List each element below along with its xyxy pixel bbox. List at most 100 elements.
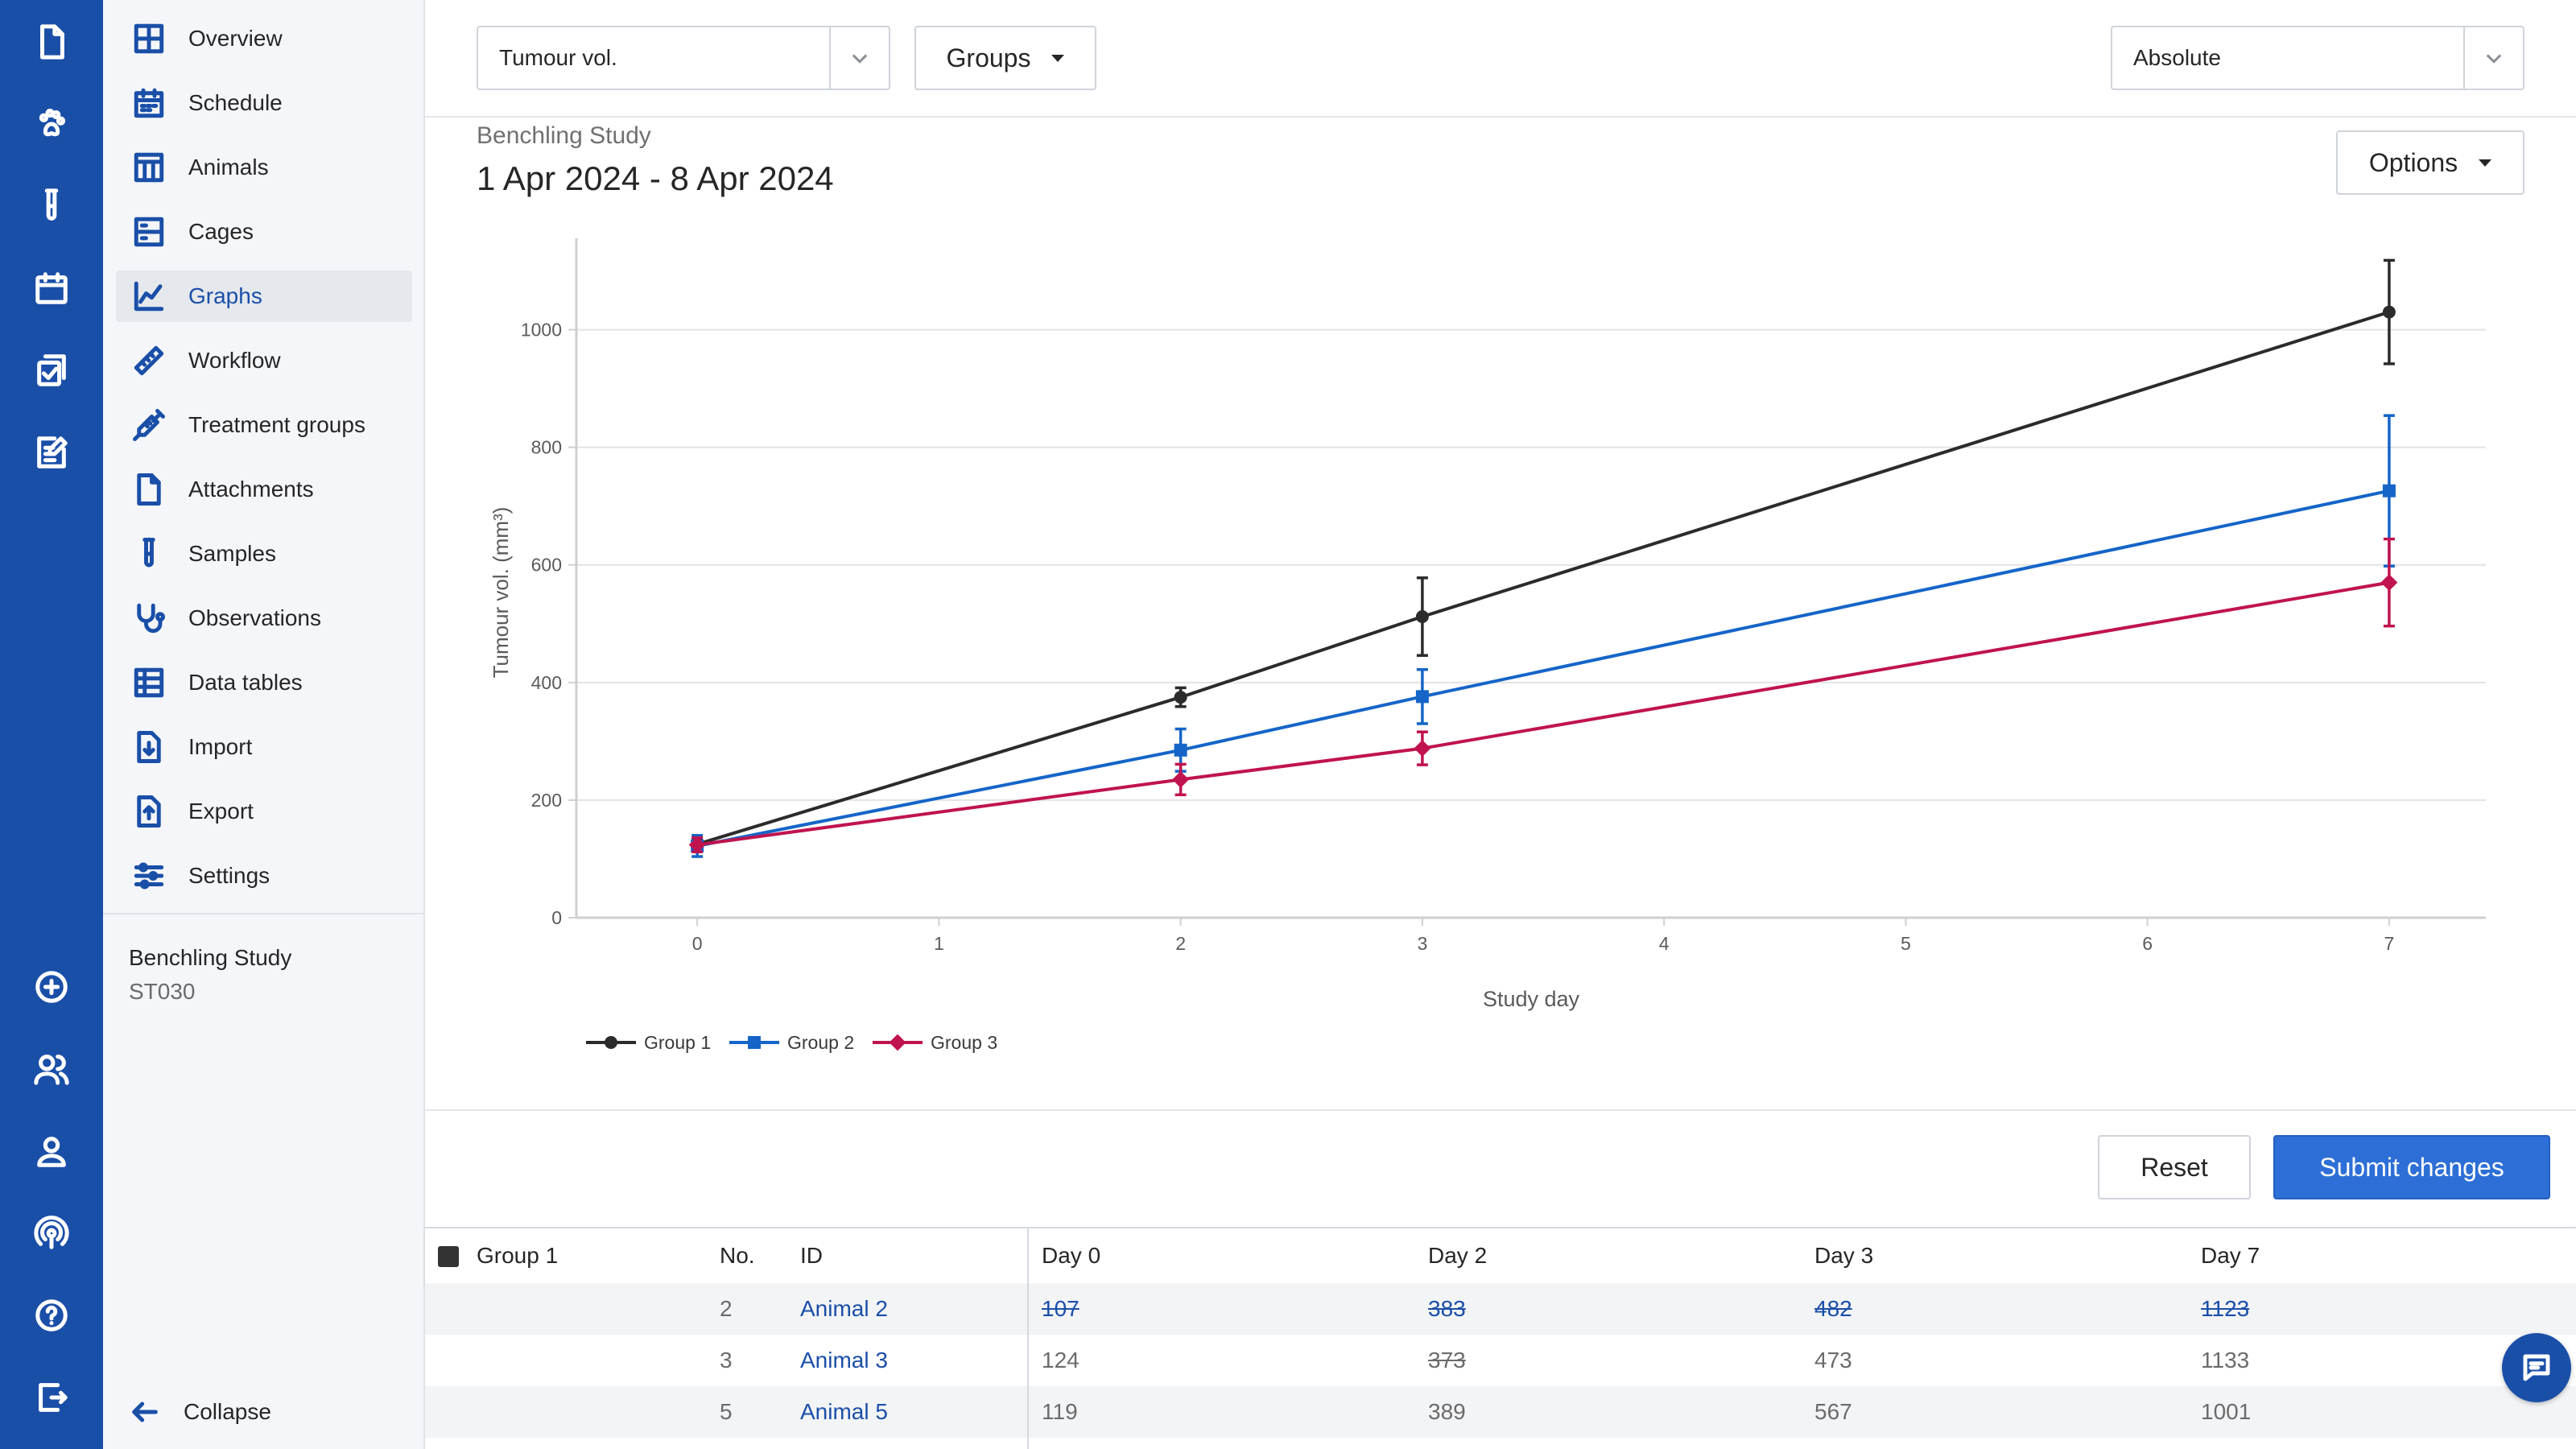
sidebar-item-workflow[interactable]: Workflow: [116, 335, 514, 386]
data-point: [2382, 305, 2396, 319]
y-tick-label: 600: [531, 555, 562, 576]
sidebar-item-schedule[interactable]: Schedule: [116, 77, 514, 129]
sidebar-item-treatment-groups[interactable]: Treatment groups: [116, 399, 514, 451]
measurement-cell[interactable]: 1123: [2201, 1296, 2250, 1321]
x-tick-label: 1: [934, 933, 944, 954]
sidebar-item-label: Cages: [188, 219, 254, 244]
logout-icon[interactable]: [19, 1365, 84, 1430]
column-header-day[interactable]: Day 3: [1814, 1243, 1874, 1268]
sidebar-item-label: Settings: [188, 863, 270, 888]
test-tube-icon: [130, 535, 167, 572]
column-header-day[interactable]: Day 0: [1042, 1243, 1101, 1268]
calendar-icon[interactable]: [19, 256, 84, 320]
document-icon[interactable]: [19, 10, 84, 74]
column-header-id[interactable]: ID: [800, 1243, 823, 1268]
x-axis-label: Study day: [1483, 987, 1580, 1011]
toolbar: Tumour vol. Groups Absolute: [425, 0, 2576, 118]
column-header-no[interactable]: No.: [720, 1243, 755, 1268]
submit-changes-button[interactable]: Submit changes: [2273, 1135, 2550, 1199]
column-header-day[interactable]: Day 2: [1428, 1243, 1488, 1268]
arrow-left-icon: [132, 1402, 158, 1422]
measurement-cell[interactable]: 473: [1814, 1348, 1852, 1373]
legend-label: Group 1: [644, 1032, 711, 1053]
sidebar-item-label: Schedule: [188, 90, 283, 115]
measurement-cell[interactable]: 1133: [2201, 1348, 2250, 1373]
schedule-icon: [130, 85, 167, 122]
sidebar-item-samples[interactable]: Samples: [116, 528, 514, 580]
data-point: [1415, 690, 1429, 704]
collapse-button[interactable]: Collapse: [129, 1391, 271, 1433]
legend-label: Group 2: [787, 1032, 854, 1053]
mode-select[interactable]: Absolute: [2111, 26, 2524, 90]
caret-down-icon: [2479, 159, 2492, 167]
action-bar: [425, 1109, 2576, 1227]
study-name: Benchling Study: [129, 945, 292, 970]
measurement-cell[interactable]: 124: [1042, 1348, 1080, 1373]
main-content: Tumour vol. Groups Absolute Benchling St…: [425, 0, 2576, 1449]
help-icon[interactable]: [19, 1283, 84, 1348]
sidebar-item-label: Animals: [188, 155, 269, 180]
sidebar-item-cages[interactable]: Cages: [116, 206, 514, 258]
x-tick-label: 3: [1417, 933, 1427, 954]
sidebar-item-label: Samples: [188, 541, 276, 566]
data-point: [1415, 610, 1429, 624]
measurement-cell[interactable]: 482: [1814, 1296, 1852, 1321]
sidebar-item-label: Import: [188, 734, 253, 759]
chat-icon: [2523, 1354, 2550, 1381]
sidebar-item-settings[interactable]: Settings: [116, 850, 514, 902]
caret-down-icon: [1051, 54, 1065, 62]
groups-dropdown-button[interactable]: Groups: [914, 26, 1096, 90]
sidebar-item-observations[interactable]: Observations: [116, 592, 514, 644]
measurement-cell[interactable]: 389: [1428, 1399, 1466, 1424]
export-icon: [130, 793, 167, 830]
sidebar-item-data-tables[interactable]: Data tables: [116, 657, 514, 708]
sidebar-item-label: Workflow: [188, 348, 281, 373]
sidebar-item-attachments[interactable]: Attachments: [116, 464, 514, 515]
animals-icon: [130, 149, 167, 186]
series-line: [696, 580, 2390, 847]
column-divider: [1027, 1228, 1029, 1449]
sidebar-item-label: Observations: [188, 605, 321, 630]
measurement-cell[interactable]: 567: [1814, 1399, 1852, 1424]
options-dropdown-button[interactable]: Options: [2336, 130, 2524, 195]
animal-link[interactable]: Animal 2: [800, 1296, 888, 1321]
measurement-cell[interactable]: 373: [1428, 1348, 1466, 1373]
paw-icon[interactable]: [19, 92, 84, 156]
measurement-cell[interactable]: 1001: [2201, 1399, 2252, 1424]
edit-note-icon[interactable]: [19, 420, 84, 485]
column-header-day[interactable]: Day 7: [2201, 1243, 2260, 1268]
chat-button[interactable]: [2502, 1333, 2571, 1402]
animal-number: 2: [720, 1296, 733, 1321]
animal-number: 5: [720, 1399, 733, 1424]
chevron-down-icon[interactable]: [829, 27, 889, 89]
broadcast-icon[interactable]: [19, 1201, 84, 1265]
table-row: 5 Animal 5 119 389 567 1001: [425, 1386, 2576, 1438]
measurement-cell[interactable]: 119: [1042, 1399, 1078, 1424]
test-tube-icon[interactable]: [19, 174, 84, 238]
user-icon[interactable]: [19, 1119, 84, 1183]
measurement-select[interactable]: Tumour vol.: [477, 26, 890, 90]
y-tick-label: 200: [531, 790, 562, 811]
overview-icon: [130, 20, 167, 57]
sidebar-item-animals[interactable]: Animals: [116, 142, 514, 193]
animal-link[interactable]: Animal 3: [800, 1348, 888, 1373]
copy-check-icon[interactable]: [19, 338, 84, 402]
x-tick-label: 0: [692, 933, 703, 954]
reset-button[interactable]: Reset: [2098, 1135, 2251, 1199]
ruler-icon: [130, 342, 167, 379]
sidebar-item-export[interactable]: Export: [116, 786, 514, 837]
series-line: [696, 310, 2390, 846]
chevron-down-icon[interactable]: [2463, 27, 2523, 89]
measurement-cell[interactable]: 107: [1042, 1296, 1080, 1321]
sidebar-item-graphs[interactable]: Graphs: [116, 270, 412, 322]
plus-circle-icon[interactable]: [19, 955, 84, 1019]
users-icon[interactable]: [19, 1037, 84, 1101]
legend-label: Group 3: [931, 1032, 997, 1053]
animal-link[interactable]: Animal 5: [800, 1399, 888, 1424]
y-tick-label: 0: [551, 907, 562, 928]
sidebar-item-import[interactable]: Import: [116, 721, 514, 773]
measurement-cell[interactable]: 383: [1428, 1296, 1466, 1321]
sidebar-item-overview[interactable]: Overview: [116, 13, 514, 64]
sidebar-item-label: Graphs: [188, 283, 262, 308]
y-tick-label: 1000: [521, 320, 562, 341]
